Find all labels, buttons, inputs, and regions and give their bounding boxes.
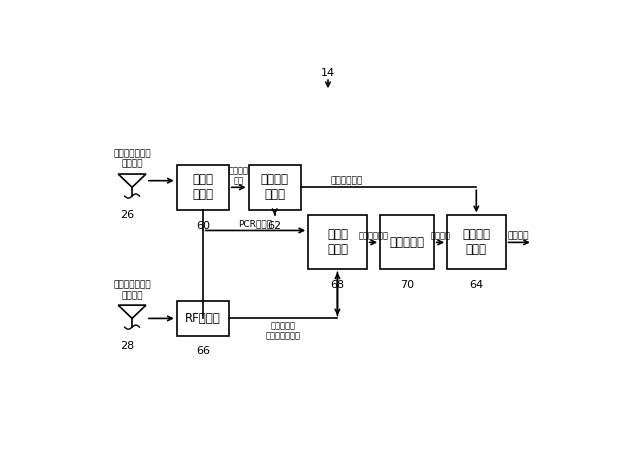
Text: クロック
同期部: クロック 同期部 xyxy=(260,173,289,201)
Text: 補正情報: 補正情報 xyxy=(430,231,451,240)
Bar xyxy=(177,165,229,210)
Text: 70: 70 xyxy=(400,280,414,290)
Text: 14: 14 xyxy=(321,69,335,79)
Text: 位相差
演算部: 位相差 演算部 xyxy=(327,228,348,257)
Text: 同期信号
生成部: 同期信号 生成部 xyxy=(462,228,490,257)
Text: RF受信部: RF受信部 xyxy=(185,312,221,325)
Text: 同期信号: 同期信号 xyxy=(507,231,529,240)
Bar xyxy=(177,301,229,336)
Text: 66: 66 xyxy=(196,346,210,356)
Text: 28: 28 xyxy=(120,341,134,351)
Text: 62: 62 xyxy=(268,221,282,231)
Text: 64: 64 xyxy=(469,280,483,290)
Text: 放送波
受信部: 放送波 受信部 xyxy=(192,173,213,201)
Text: 位相比較部: 位相比較部 xyxy=(389,236,424,249)
Text: 動作クロック: 動作クロック xyxy=(330,176,363,185)
Text: 位相差情報
カウンタ値情報: 位相差情報 カウンタ値情報 xyxy=(266,321,301,340)
Bar xyxy=(380,215,434,270)
Text: 26: 26 xyxy=(120,210,134,220)
Bar xyxy=(447,215,506,270)
Text: 地上波デジタル
アンテナ: 地上波デジタル アンテナ xyxy=(113,149,151,169)
Text: 68: 68 xyxy=(330,280,344,290)
Text: 特定小電力無線
アンテナ: 特定小電力無線 アンテナ xyxy=(113,281,151,300)
Text: 60: 60 xyxy=(196,221,210,231)
Text: 位相差判情報: 位相差判情報 xyxy=(358,231,388,240)
Text: クロック
情報: クロック 情報 xyxy=(228,166,249,186)
Bar xyxy=(249,165,301,210)
Text: PCR信号列: PCR信号列 xyxy=(239,219,273,228)
Bar xyxy=(308,215,367,270)
